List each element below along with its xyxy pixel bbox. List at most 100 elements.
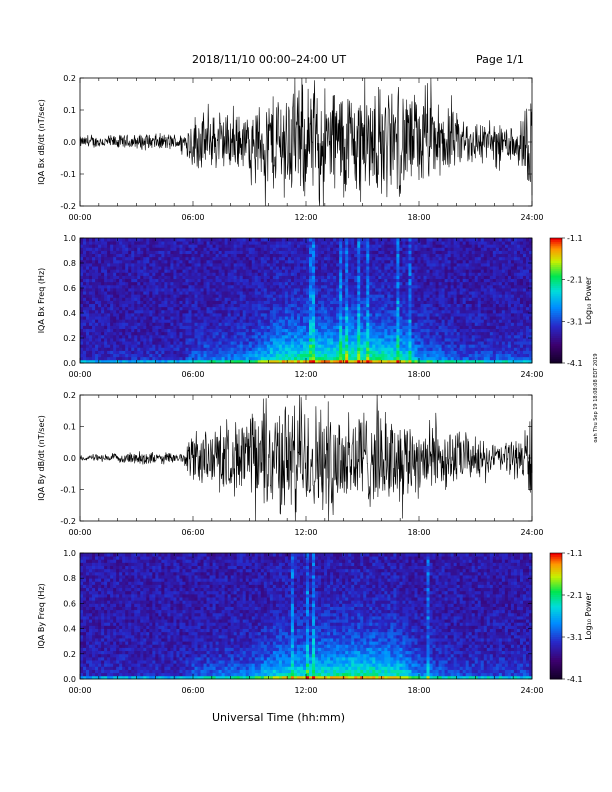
spectrogram-cell bbox=[134, 331, 138, 336]
spectrogram-cell bbox=[423, 288, 427, 292]
spectrogram-cell bbox=[167, 334, 171, 339]
spectrogram-cell bbox=[441, 275, 446, 280]
spectrogram-cell bbox=[125, 331, 129, 336]
spectrogram-cell bbox=[146, 275, 150, 280]
spectrogram-cell bbox=[272, 284, 277, 289]
spectrogram-cell bbox=[155, 344, 159, 348]
spectrogram-cell bbox=[155, 272, 159, 276]
spectrogram-cell bbox=[414, 266, 418, 270]
spectrogram-cell bbox=[302, 244, 307, 248]
spectrogram-cell bbox=[330, 322, 334, 326]
spectrogram-cell bbox=[417, 297, 421, 301]
spectrogram-cell bbox=[393, 253, 397, 258]
spectrogram-cell bbox=[233, 359, 238, 364]
spectrogram-cell bbox=[206, 313, 210, 317]
spectrogram-cell bbox=[110, 266, 114, 270]
spectrogram-cell bbox=[375, 266, 379, 270]
spectrogram-cell bbox=[327, 297, 331, 301]
spectrogram-cell bbox=[215, 269, 220, 273]
spectrogram-cell bbox=[272, 309, 277, 314]
spectrogram-cell bbox=[188, 297, 192, 301]
spectrogram-cell bbox=[146, 359, 150, 364]
spectrogram-cell bbox=[411, 263, 415, 267]
spectrogram-cell bbox=[173, 303, 177, 308]
spectrogram-cell bbox=[293, 331, 298, 336]
spectrogram-cell bbox=[266, 325, 271, 330]
spectrogram-cell bbox=[423, 241, 427, 245]
spectrogram-cell bbox=[318, 300, 322, 305]
spectrogram-cell bbox=[203, 334, 207, 339]
spectrogram-cell bbox=[242, 350, 247, 355]
spectrogram-cell bbox=[375, 263, 379, 267]
spectrogram-cell bbox=[348, 331, 352, 336]
spectrogram-cell bbox=[245, 288, 250, 292]
spectrogram-cell bbox=[293, 325, 298, 330]
spectrogram-cell bbox=[164, 319, 168, 323]
spectrogram-cell bbox=[414, 263, 418, 267]
spectrogram-cell bbox=[342, 291, 346, 295]
spectrogram-cell bbox=[339, 319, 343, 323]
spectrogram-cell bbox=[251, 297, 256, 301]
spectrogram-cell bbox=[143, 284, 147, 289]
spectrogram-cell bbox=[363, 316, 367, 320]
spectrogram-cell bbox=[155, 325, 159, 330]
spectrogram-cell bbox=[239, 344, 244, 348]
spectrogram-cell bbox=[381, 303, 385, 308]
spectrogram-cell bbox=[315, 269, 319, 273]
spectrogram-cell bbox=[209, 288, 213, 292]
spectrogram-cell bbox=[209, 303, 213, 308]
spectrogram-cell bbox=[417, 325, 421, 330]
spectrogram-cell bbox=[149, 263, 153, 267]
spectrogram-cell bbox=[206, 338, 210, 342]
spectrogram-cell bbox=[218, 341, 223, 345]
spectrogram-cell bbox=[212, 322, 216, 326]
spectrogram-cell bbox=[131, 334, 135, 339]
spectrogram-cell bbox=[399, 341, 403, 345]
spectrogram-cell bbox=[89, 322, 93, 326]
spectrogram-cell bbox=[372, 331, 376, 336]
spectrogram-cell bbox=[345, 259, 349, 264]
spectrogram-cell bbox=[101, 344, 105, 348]
spectrogram-cell bbox=[98, 334, 102, 339]
spectrogram-cell bbox=[423, 250, 427, 255]
spectrogram-cell bbox=[206, 294, 210, 298]
spectrogram-cell bbox=[384, 294, 388, 298]
spectrogram-cell bbox=[242, 359, 247, 364]
spectrogram-cell bbox=[423, 259, 427, 264]
spectrogram-cell bbox=[236, 253, 241, 258]
spectrogram-cell bbox=[411, 244, 415, 248]
spectrogram-cell bbox=[83, 331, 87, 336]
spectrogram-cell bbox=[251, 259, 256, 264]
spectrogram-cell bbox=[444, 278, 449, 283]
spectrogram-cell bbox=[110, 338, 114, 342]
spectrogram-cell bbox=[239, 275, 244, 280]
spectrogram-cell bbox=[161, 331, 165, 336]
spectrogram-cell bbox=[173, 331, 177, 336]
spectrogram-cell bbox=[206, 319, 210, 323]
spectrogram-cell bbox=[321, 269, 325, 273]
spectrogram-cell bbox=[86, 253, 90, 258]
spectrogram-cell bbox=[257, 238, 262, 242]
spectrogram-cell bbox=[98, 272, 102, 276]
spectrogram-cell bbox=[275, 347, 280, 351]
spectrogram-cell bbox=[363, 288, 367, 292]
spectrogram-cell bbox=[378, 344, 382, 348]
spectrogram-cell bbox=[360, 328, 364, 333]
spectrogram-cell bbox=[408, 278, 412, 283]
spectrogram-cell bbox=[324, 244, 328, 248]
spectrogram-cell bbox=[218, 278, 223, 283]
spectrogram-cell bbox=[131, 291, 135, 295]
spectrogram-cell bbox=[245, 344, 250, 348]
spectrogram-cell bbox=[164, 309, 168, 314]
spectrogram-cell bbox=[221, 281, 226, 286]
spectrogram-cell bbox=[396, 350, 400, 355]
spectrogram-cell bbox=[146, 259, 150, 264]
spectrogram-cell bbox=[110, 238, 114, 242]
spectrogram-cell bbox=[387, 341, 391, 345]
spectrogram-cell bbox=[119, 300, 123, 305]
spectrogram-cell bbox=[435, 353, 439, 358]
spectrogram-cell bbox=[378, 266, 382, 270]
spectrogram-cell bbox=[366, 303, 370, 308]
spectrogram-cell bbox=[420, 322, 424, 326]
spectrogram-cell bbox=[426, 241, 430, 245]
